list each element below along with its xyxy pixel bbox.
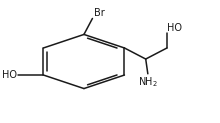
Text: Br: Br [94,8,104,18]
Text: HO: HO [2,70,17,80]
Text: HO: HO [167,23,182,33]
Text: NH$_2$: NH$_2$ [138,76,158,89]
